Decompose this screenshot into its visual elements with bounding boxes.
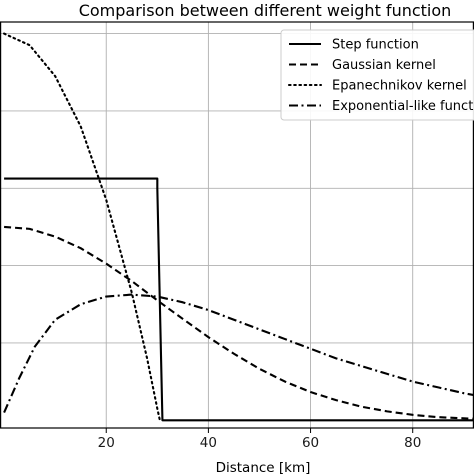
x-tick-label: 40 bbox=[200, 435, 217, 451]
x-axis-label: Distance [km] bbox=[216, 460, 311, 474]
legend-label: Exponential-like function bbox=[332, 99, 474, 114]
legend-items: Step function Gaussian kernel Epanechnikov… bbox=[287, 38, 474, 114]
axes-layer bbox=[0, 21, 474, 429]
plot-frame bbox=[0, 21, 474, 429]
x-tick-label: 80 bbox=[404, 435, 421, 451]
series-layer bbox=[3, 32, 474, 422]
legend-box bbox=[280, 29, 474, 121]
chart-title: Comparison between different weight func… bbox=[79, 1, 452, 20]
legend: Step function Gaussian kernel Epanechnikov… bbox=[280, 29, 474, 121]
series-line-3 bbox=[3, 32, 161, 422]
series-line-1 bbox=[4, 177, 474, 422]
ticks-layer: 20 40 60 80 bbox=[98, 428, 421, 451]
series-line-4 bbox=[3, 293, 474, 413]
legend-label: Step function bbox=[332, 38, 419, 53]
legend-label: Epanechnikov kernel bbox=[332, 79, 467, 94]
series-line-2 bbox=[4, 225, 474, 420]
legend-label: Gaussian kernel bbox=[332, 58, 436, 73]
x-tick-label: 20 bbox=[98, 435, 115, 451]
x-tick-label: 60 bbox=[302, 435, 319, 451]
